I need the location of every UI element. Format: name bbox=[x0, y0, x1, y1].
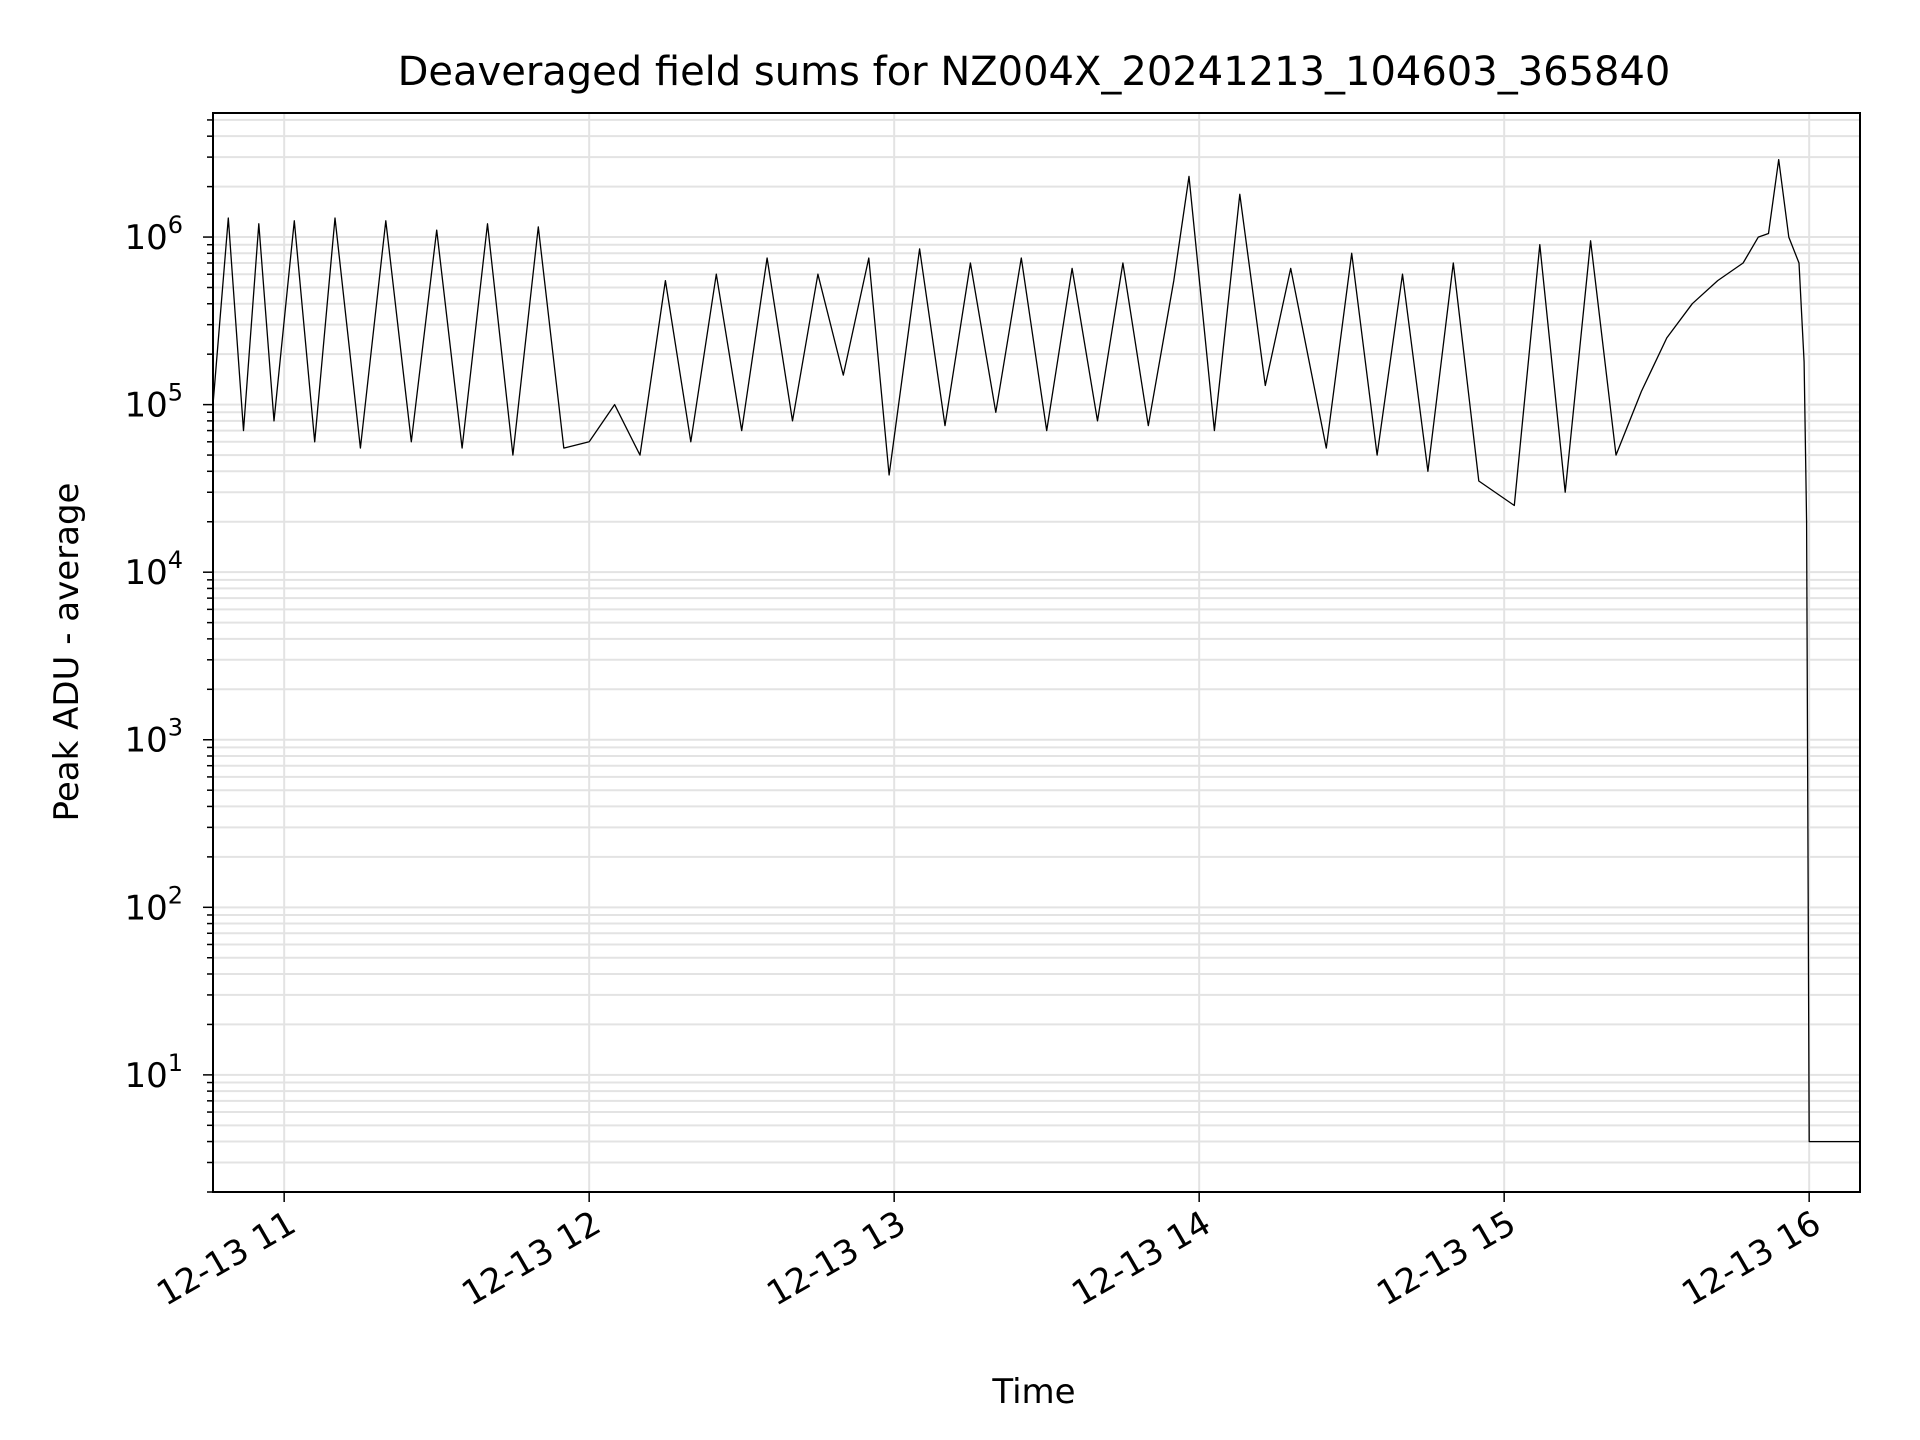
y-tick-label: 106 bbox=[124, 211, 183, 258]
grid bbox=[213, 113, 1860, 1193]
y-tick-exponent: 1 bbox=[168, 1049, 183, 1077]
chart-title: Deaveraged field sums for NZ004X_2024121… bbox=[398, 49, 1671, 95]
y-tick-label: 104 bbox=[124, 546, 183, 593]
y-tick-base: 10 bbox=[124, 1056, 167, 1096]
y-tick-label: 101 bbox=[124, 1049, 183, 1096]
y-tick-base: 10 bbox=[124, 553, 167, 593]
y-tick-exponent: 2 bbox=[168, 881, 183, 909]
y-tick-exponent: 5 bbox=[168, 379, 183, 407]
y-tick-exponent: 6 bbox=[168, 211, 183, 239]
y-tick-exponent: 4 bbox=[168, 546, 183, 574]
y-tick-base: 10 bbox=[124, 721, 167, 761]
y-tick-exponent: 3 bbox=[168, 714, 183, 742]
y-tick-base: 10 bbox=[124, 386, 167, 426]
y-tick-base: 10 bbox=[124, 888, 167, 928]
y-tick-label: 105 bbox=[124, 379, 183, 426]
y-tick-base: 10 bbox=[124, 218, 167, 258]
axes-frame bbox=[212, 112, 1861, 1193]
y-tick-label: 102 bbox=[124, 881, 183, 928]
y-tick-label: 103 bbox=[124, 714, 183, 761]
x-axis-label: Time bbox=[991, 1372, 1075, 1412]
plot-area bbox=[212, 158, 1860, 1143]
series-line bbox=[212, 158, 1860, 1143]
y-axis-label: Peak ADU - average bbox=[47, 483, 87, 822]
